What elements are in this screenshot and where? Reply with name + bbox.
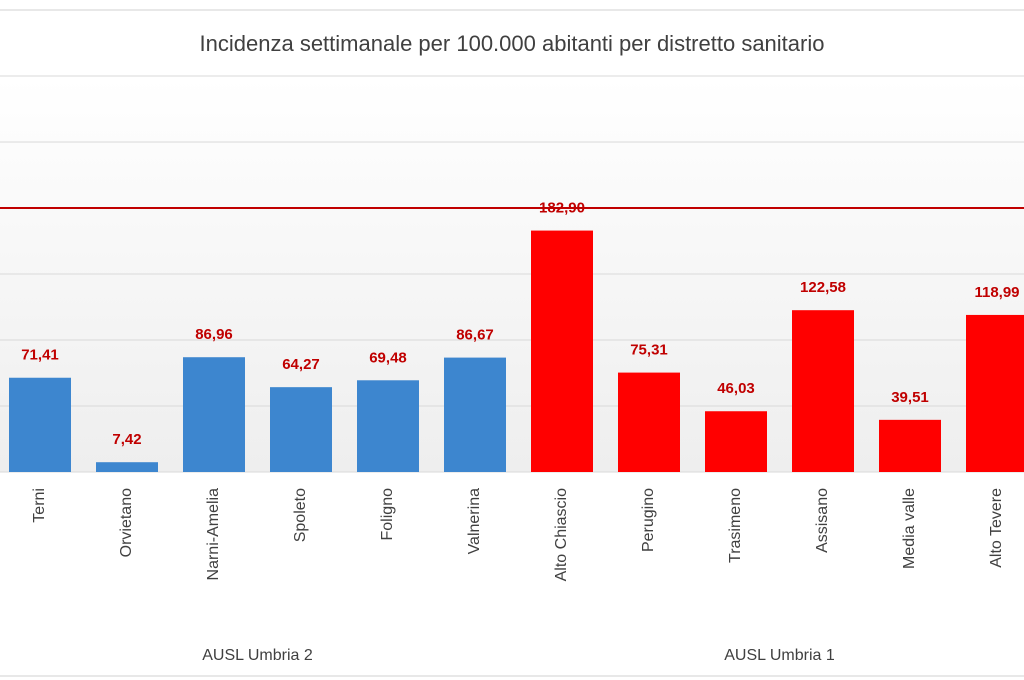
data-label: 118,99 — [974, 284, 1019, 301]
bar — [966, 314, 1024, 472]
bar — [618, 372, 680, 472]
x-tick-label: Perugino — [640, 488, 657, 552]
bar — [96, 462, 158, 472]
group-label: AUSL Umbria 1 — [724, 647, 835, 664]
data-label: 122,58 — [800, 279, 846, 296]
bar — [531, 230, 593, 472]
x-tick-label: Foligno — [379, 488, 396, 541]
data-label: 39,51 — [891, 389, 929, 406]
bar — [705, 411, 767, 472]
x-tick-label: Valnerina — [466, 488, 483, 555]
bar — [444, 357, 506, 472]
bar — [879, 419, 941, 472]
plot-background — [0, 78, 1024, 472]
x-tick-label: Spoleto — [292, 488, 309, 542]
data-label: 69,48 — [369, 349, 407, 366]
x-tick-label: Alto Tevere — [988, 488, 1005, 568]
x-tick-label: Alto Chiascio — [553, 488, 570, 581]
data-label: 64,27 — [282, 356, 320, 373]
data-label: 75,31 — [630, 342, 668, 359]
bar — [9, 377, 71, 472]
x-tick-label: Assisano — [814, 488, 831, 553]
data-label: 46,03 — [717, 380, 755, 397]
bar — [792, 310, 854, 472]
group-label: AUSL Umbria 2 — [202, 647, 313, 664]
x-tick-label: Narni-Amelia — [205, 488, 222, 581]
data-label: 7,42 — [112, 431, 141, 448]
bar — [183, 357, 245, 472]
bar — [357, 380, 419, 472]
x-tick-label: Trasimeno — [727, 488, 744, 563]
bar — [270, 387, 332, 472]
data-label: 86,96 — [195, 326, 233, 343]
x-tick-label: Terni — [31, 488, 48, 523]
x-tick-label: Media valle — [901, 488, 918, 569]
data-label: 86,67 — [456, 327, 494, 344]
chart-title: Incidenza settimanale per 100.000 abitan… — [200, 31, 825, 56]
x-tick-label: Orvietano — [118, 488, 135, 557]
data-label: 71,41 — [21, 347, 59, 364]
